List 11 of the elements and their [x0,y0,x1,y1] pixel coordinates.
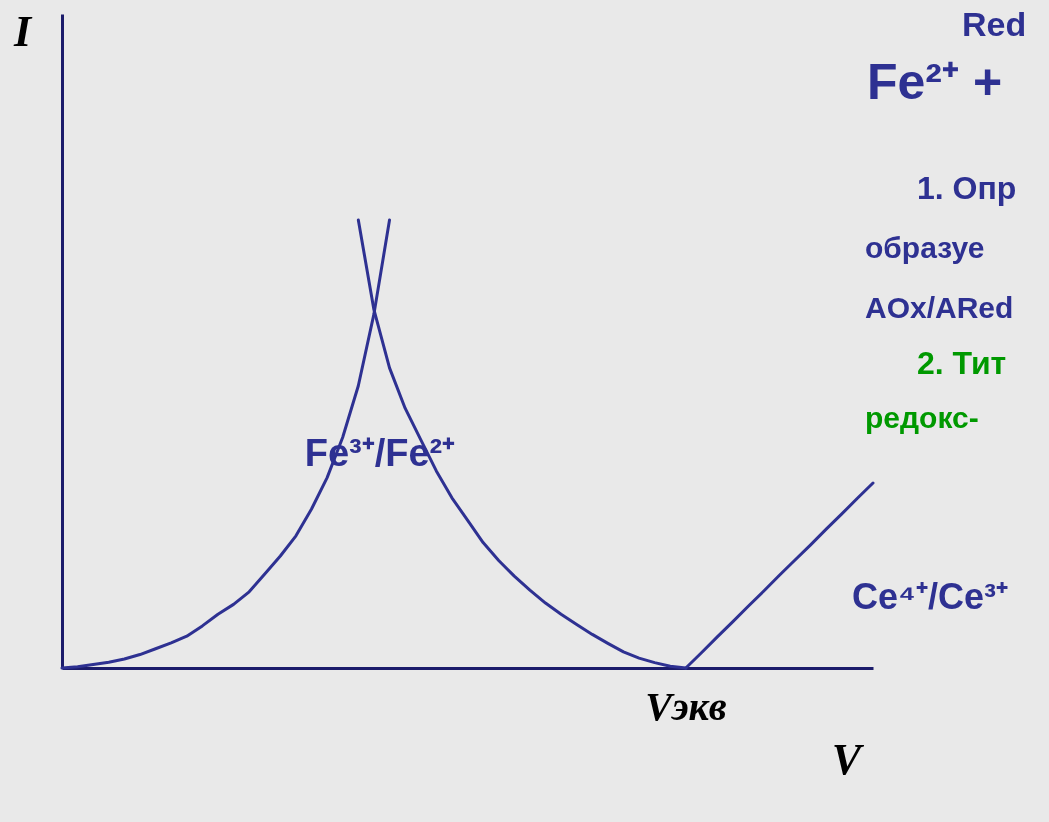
text: 1. Опр [917,170,1017,206]
text: 2. Тит [917,345,1007,381]
annotation: редокс- [865,401,979,434]
annotation: AOx/ARed [865,291,1014,324]
x-axis-title: V [831,734,865,784]
text: Red [962,5,1027,43]
text: Fe²⁺ + [867,54,1003,110]
annotation: Ce⁴⁺/Ce³⁺ [852,576,1008,617]
text: Vэкв [645,684,727,729]
y-axis-title: I [12,6,33,56]
annotation: образуе [865,231,985,264]
